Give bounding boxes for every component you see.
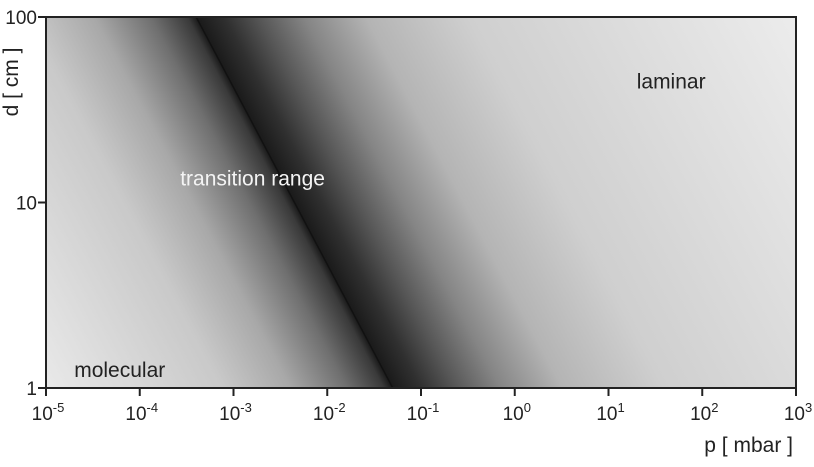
x-tick-label: 10-4 [125, 400, 158, 425]
x-tick-label: 10-1 [407, 400, 440, 425]
x-tick-label: 10-3 [219, 400, 252, 425]
x-tick-label: 10-5 [32, 400, 65, 425]
x-tick-label: 100 [503, 400, 531, 425]
x-tick-label: 103 [784, 400, 812, 425]
transition-center-line [195, 17, 394, 388]
x-tick-label: 10-2 [313, 400, 346, 425]
region-label-molecular: molecular [74, 359, 165, 382]
region-labels: molecular transition range laminar [74, 70, 705, 382]
x-tick-label: 101 [596, 400, 624, 425]
plot-area [46, 17, 796, 388]
gradient-background [46, 17, 796, 388]
x-axis-label: p [ mbar ] [704, 434, 793, 457]
region-label-transition: transition range [180, 167, 325, 190]
region-label-laminar: laminar [637, 70, 706, 93]
x-axis-ticks: 10-5 10-4 10-3 10-2 10-1 100 101 102 103 [32, 388, 812, 425]
y-tick-label: 1 [26, 379, 37, 400]
y-tick-label: 10 [16, 194, 37, 215]
x-tick-label: 102 [690, 400, 718, 425]
y-axis-ticks: 1 10 100 [5, 8, 46, 400]
y-tick-label: 100 [5, 8, 37, 29]
y-axis-label: d [ cm ] [0, 48, 23, 117]
